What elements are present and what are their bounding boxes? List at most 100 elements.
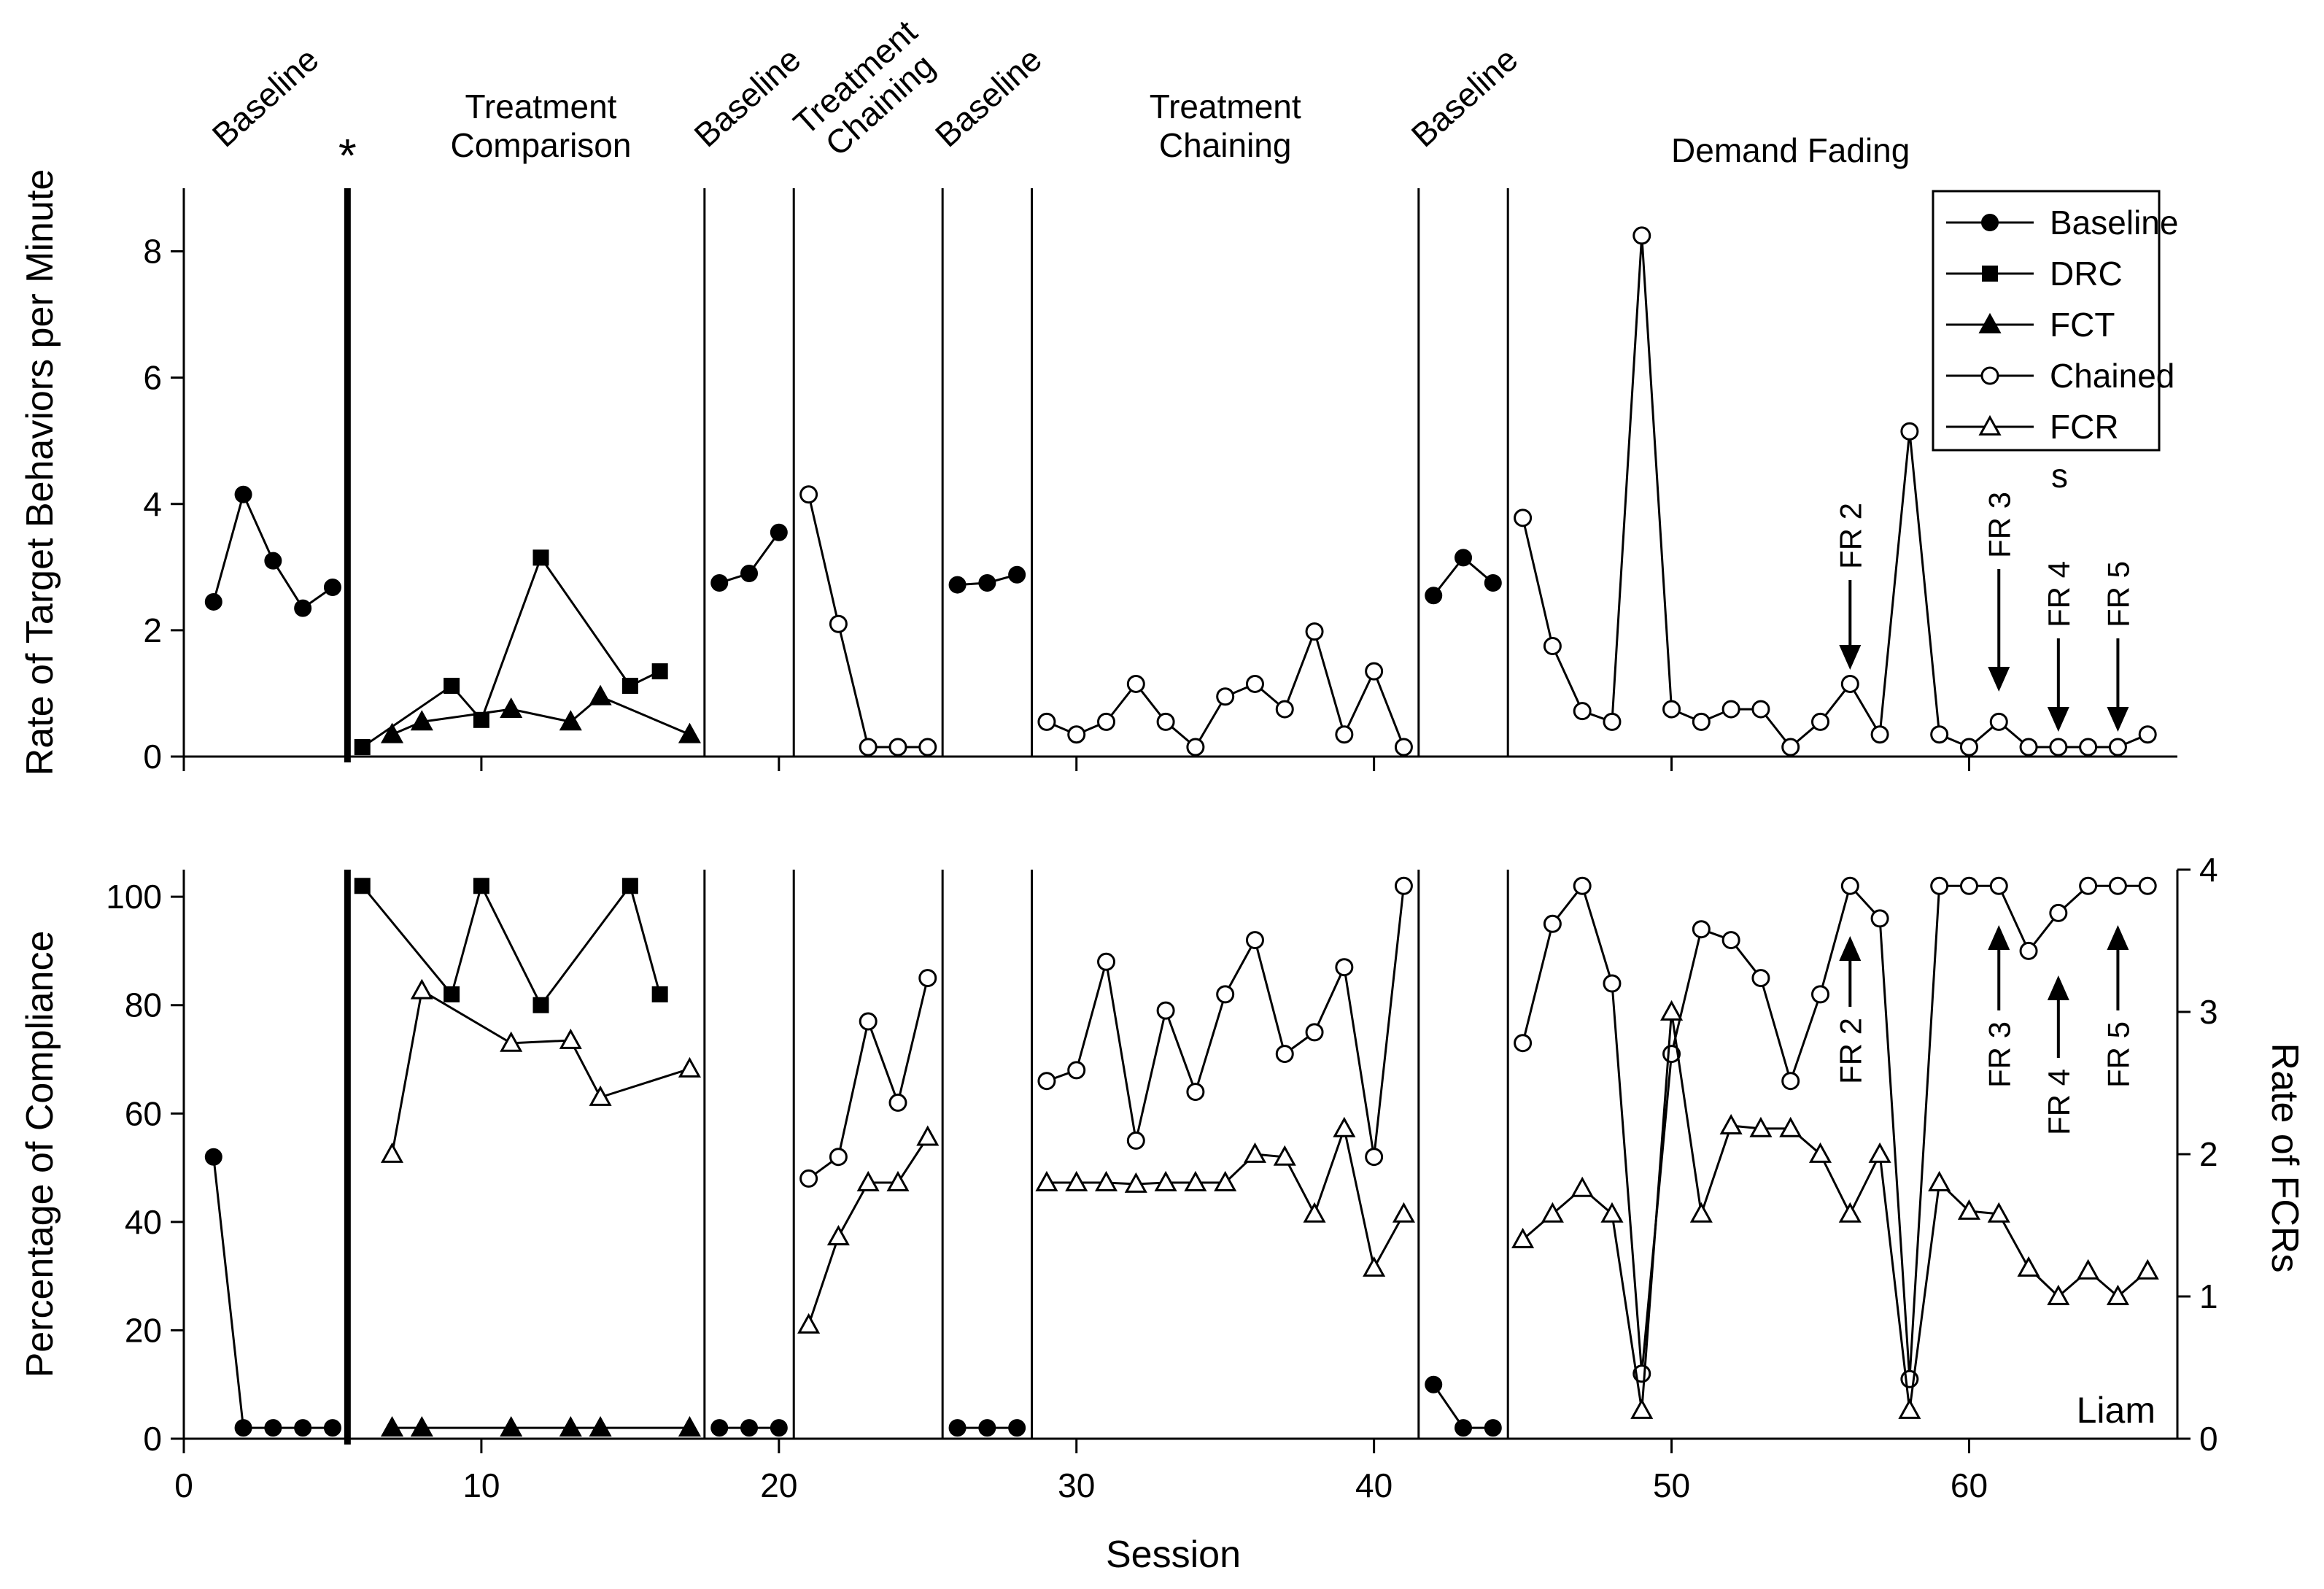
data-point (1455, 549, 1473, 567)
phase-label: Demand Fading (1671, 131, 1910, 169)
data-point (678, 1416, 701, 1437)
x-tick-label: 20 (760, 1466, 797, 1504)
fr-annotation: FR 5 (2101, 561, 2135, 732)
data-point (740, 564, 759, 582)
data-point (2079, 738, 2098, 757)
data-point (264, 552, 282, 570)
data-point (888, 738, 907, 757)
data-point (589, 1416, 612, 1437)
data-point (204, 1148, 222, 1166)
data-point (1067, 725, 1086, 744)
data-point (1541, 1202, 1564, 1223)
y-tick-label: 8 (143, 233, 162, 271)
data-point (829, 1148, 848, 1167)
y-right-tick-label: 3 (2199, 993, 2218, 1031)
arrow-head (1988, 925, 2010, 950)
data-point (1662, 700, 1681, 719)
data-point (2047, 1284, 2070, 1305)
series-line (1046, 1124, 1405, 1272)
legend-label: DRC (2050, 255, 2123, 293)
data-point (1719, 1113, 1743, 1134)
arrow-head (2107, 707, 2129, 732)
data-point (1721, 700, 1740, 719)
y-tick-label: 6 (143, 359, 162, 397)
data-point (1930, 725, 1949, 744)
series-line (1522, 884, 2148, 1380)
fr-label: FR 5 (2101, 561, 2135, 627)
data-point (1275, 700, 1294, 719)
series-fct (380, 684, 701, 743)
data-point (2138, 876, 2157, 895)
arrow-head (2047, 707, 2069, 732)
data-point (2108, 876, 2127, 895)
y-right-tick-label: 4 (2199, 851, 2218, 889)
data-point (559, 710, 582, 731)
data-point (1243, 1142, 1267, 1163)
fr-label: FR 4 (2042, 561, 2076, 627)
legend: Baseline DRC FCT Chained FCR s (1932, 190, 2178, 495)
y-tick-label: 0 (143, 738, 162, 776)
fr-label: FR 4 (2042, 1069, 2076, 1135)
legend-marker (1978, 414, 2002, 436)
data-point (1987, 1202, 2010, 1223)
data-point (1333, 1116, 1356, 1137)
data-point (532, 549, 549, 566)
data-point (770, 523, 788, 541)
x-tick-label: 60 (1951, 1466, 1988, 1504)
data-point (1037, 1072, 1056, 1091)
data-point (2049, 738, 2068, 757)
arrow-head (1839, 645, 1862, 670)
data-point (1898, 1398, 1921, 1419)
series-fct (380, 1416, 701, 1437)
data-point (1514, 509, 1533, 527)
data-point (1156, 1001, 1175, 1020)
data-point (1511, 1227, 1535, 1248)
legend-label: FCR (2050, 408, 2119, 446)
arrow-head (2047, 975, 2069, 1000)
data-point (1124, 1172, 1147, 1193)
data-point (1660, 1000, 1684, 1021)
y-tick-label: 4 (143, 485, 162, 523)
arrow-head (1988, 667, 2010, 692)
data-point (1305, 622, 1324, 641)
y-right-tick-label: 0 (2199, 1420, 2218, 1458)
data-point (740, 1419, 759, 1437)
data-point (1573, 876, 1592, 895)
phase-label: TreatmentChaining (786, 12, 949, 170)
data-point (1303, 1202, 1326, 1223)
data-point (1573, 702, 1592, 721)
data-point (948, 1419, 967, 1437)
data-point (621, 678, 638, 695)
data-point (978, 1419, 996, 1437)
data-point (1392, 1202, 1415, 1223)
data-point (380, 1142, 404, 1163)
data-point (678, 722, 701, 743)
legend-label: FCT (2050, 306, 2115, 344)
y-right-tick-label: 2 (2199, 1135, 2218, 1173)
data-point (2019, 738, 2038, 757)
data-point (1335, 725, 1354, 744)
data-point (473, 878, 489, 894)
fr-annotation: FR 3 (1982, 925, 2016, 1088)
y-tick-label: 40 (125, 1203, 162, 1241)
data-point (444, 986, 460, 1002)
data-point (651, 986, 668, 1002)
legend-label: Baseline (2050, 204, 2178, 241)
data-point (2019, 941, 2038, 960)
data-point (294, 1419, 312, 1437)
data-point (1335, 958, 1354, 977)
data-point (1543, 637, 1562, 656)
data-point (589, 684, 612, 705)
data-point (1900, 422, 1919, 441)
data-point (1630, 1398, 1654, 1419)
data-point (410, 978, 433, 1000)
data-point (1600, 1202, 1624, 1223)
series-baseline (204, 485, 1502, 617)
legend-extra-text: s (2051, 457, 2068, 495)
fr-annotation: FR 3 (1982, 492, 2016, 692)
data-point (1779, 1116, 1802, 1137)
participant-label: Liam (2077, 1390, 2155, 1431)
data-point (1154, 1170, 1177, 1191)
